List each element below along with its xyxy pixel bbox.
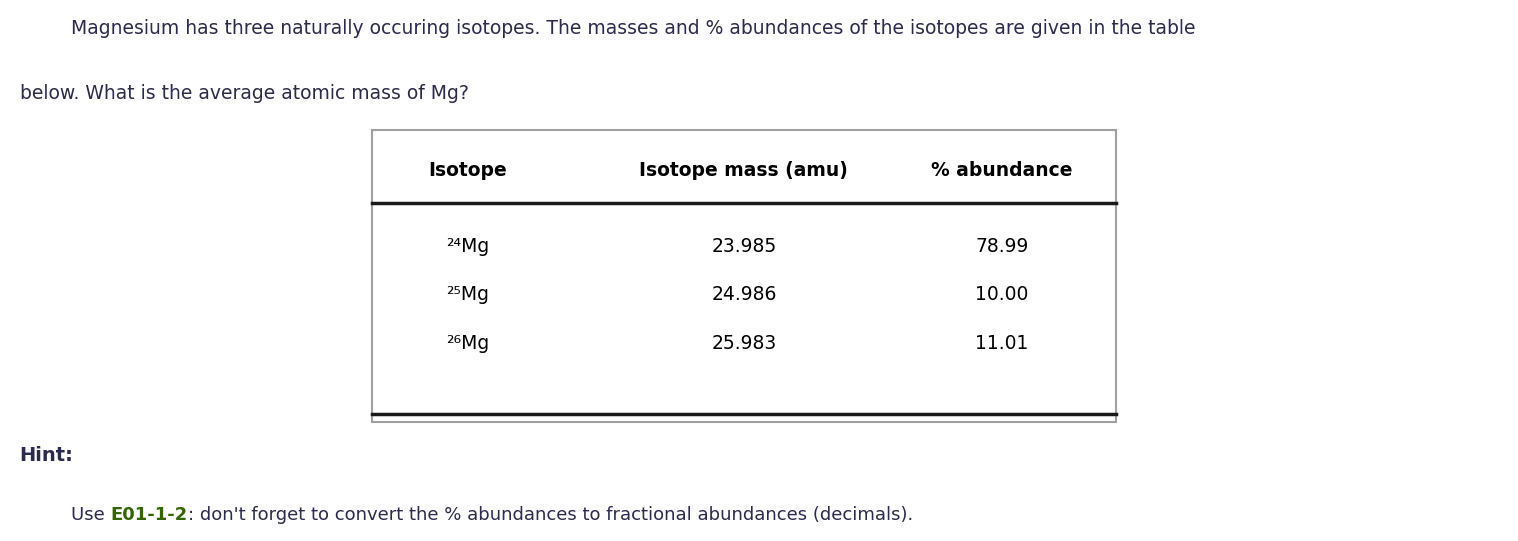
Text: below. What is the average atomic mass of Mg?: below. What is the average atomic mass o… — [20, 84, 469, 103]
Text: Use: Use — [71, 506, 111, 524]
Text: Magnesium has three naturally occuring isotopes. The masses and % abundances of : Magnesium has three naturally occuring i… — [71, 19, 1196, 38]
Text: % abundance: % abundance — [931, 161, 1073, 180]
Text: ²⁶Mg: ²⁶Mg — [446, 334, 489, 353]
Text: 10.00: 10.00 — [975, 285, 1029, 305]
Text: 23.985: 23.985 — [712, 236, 776, 256]
Text: : don't forget to convert the % abundances to fractional abundances (decimals).: : don't forget to convert the % abundanc… — [188, 506, 914, 524]
Text: 25.983: 25.983 — [712, 334, 776, 353]
Text: 11.01: 11.01 — [975, 334, 1029, 353]
Text: ²⁵Mg: ²⁵Mg — [446, 285, 489, 305]
Text: Isotope mass (amu): Isotope mass (amu) — [639, 161, 849, 180]
Text: 78.99: 78.99 — [975, 236, 1029, 256]
Text: Isotope: Isotope — [428, 161, 507, 180]
Text: E01-1-2: E01-1-2 — [111, 506, 188, 524]
Text: 24.986: 24.986 — [710, 285, 777, 305]
Text: ²⁴Mg: ²⁴Mg — [446, 236, 489, 256]
Text: Hint:: Hint: — [20, 446, 73, 465]
